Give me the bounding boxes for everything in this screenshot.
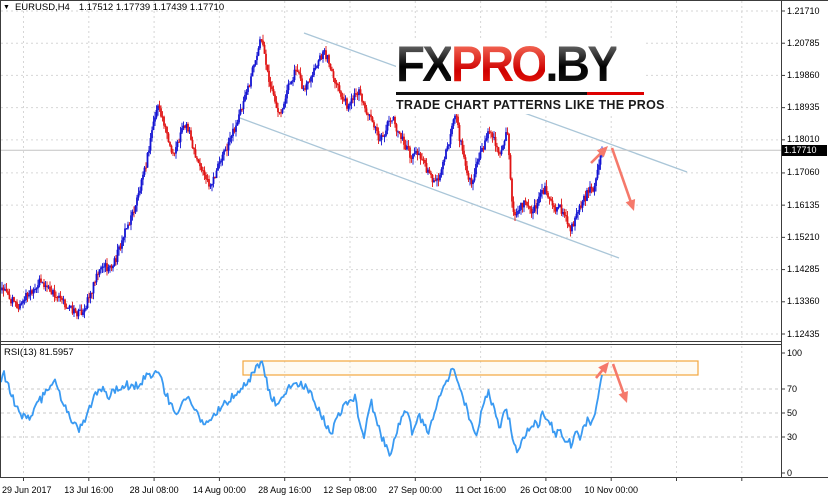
logo-tagline: TRADE CHART PATTERNS LIKE THE PROS — [396, 98, 665, 112]
time-tick-label: 13 Jul 16:00 — [64, 485, 114, 495]
fxpro-logo: FXPRO.BY TRADE CHART PATTERNS LIKE THE P… — [396, 38, 665, 114]
logo-fx: FX — [396, 36, 454, 92]
time-tick-label: 27 Sep 00:00 — [388, 485, 443, 495]
price-tick-label: 1.18010 — [787, 134, 820, 144]
time-tick-label: 26 Oct 08:00 — [520, 485, 572, 495]
price-tick-label: 1.13360 — [787, 296, 820, 306]
current-price-tag: 1.17710 — [782, 145, 827, 156]
title-ohlc-values: 1.17512 1.17739 1.17439 1.17710 — [78, 2, 225, 13]
price-tick-label: 1.12435 — [787, 329, 820, 339]
logo-divider — [396, 92, 644, 95]
rsi-tick-label: 50 — [787, 408, 798, 418]
logo-pro: PRO — [451, 36, 548, 92]
price-tick-label: 1.17060 — [787, 167, 820, 177]
rsi-tick-label: 0 — [787, 468, 793, 478]
rsi-tick-label: 100 — [787, 348, 803, 358]
rsi-tick-label: 70 — [787, 384, 798, 394]
title-symbol: EURUSD,H4 — [14, 2, 70, 13]
time-tick-label: 14 Aug 00:00 — [192, 485, 246, 495]
time-tick-label: 10 Nov 00:00 — [584, 485, 638, 495]
logo-wordmark: FXPRO.BY — [396, 38, 632, 90]
price-tick-label: 1.21710 — [787, 6, 820, 16]
price-tick-label: 1.19860 — [787, 70, 820, 80]
time-tick-label: 28 Aug 16:00 — [258, 485, 312, 495]
rsi-tick-label: 30 — [787, 432, 798, 442]
price-tick-label: 1.20785 — [787, 38, 820, 48]
price-tick-label: 1.18935 — [787, 102, 820, 112]
price-tick-label: 1.16135 — [787, 200, 820, 210]
time-tick-label: 28 Jul 08:00 — [129, 485, 179, 495]
rsi-indicator-label: RSI(13) 81.5957 — [4, 347, 74, 358]
price-tick-label: 1.15210 — [787, 232, 820, 242]
chart-title: ▼ EURUSD,H4 1.17512 1.17739 1.17439 1.17… — [3, 2, 224, 13]
symbol-dropdown-icon[interactable]: ▼ — [3, 4, 10, 11]
logo-dot: . — [545, 36, 558, 92]
logo-by: BY — [555, 36, 619, 92]
price-axis[interactable]: 1.21710 1.20785 1.19860 1.18935 1.18010 1.170… — [786, 0, 828, 504]
time-tick-label: 12 Sep 08:00 — [323, 485, 377, 495]
time-tick-label: 29 Jun 2017 — [2, 485, 52, 495]
price-tick-label: 1.14285 — [787, 264, 820, 274]
rsi-axis[interactable]: 100 70 50 30 0 — [786, 0, 828, 504]
time-tick-label: 11 Oct 16:00 — [455, 485, 507, 495]
